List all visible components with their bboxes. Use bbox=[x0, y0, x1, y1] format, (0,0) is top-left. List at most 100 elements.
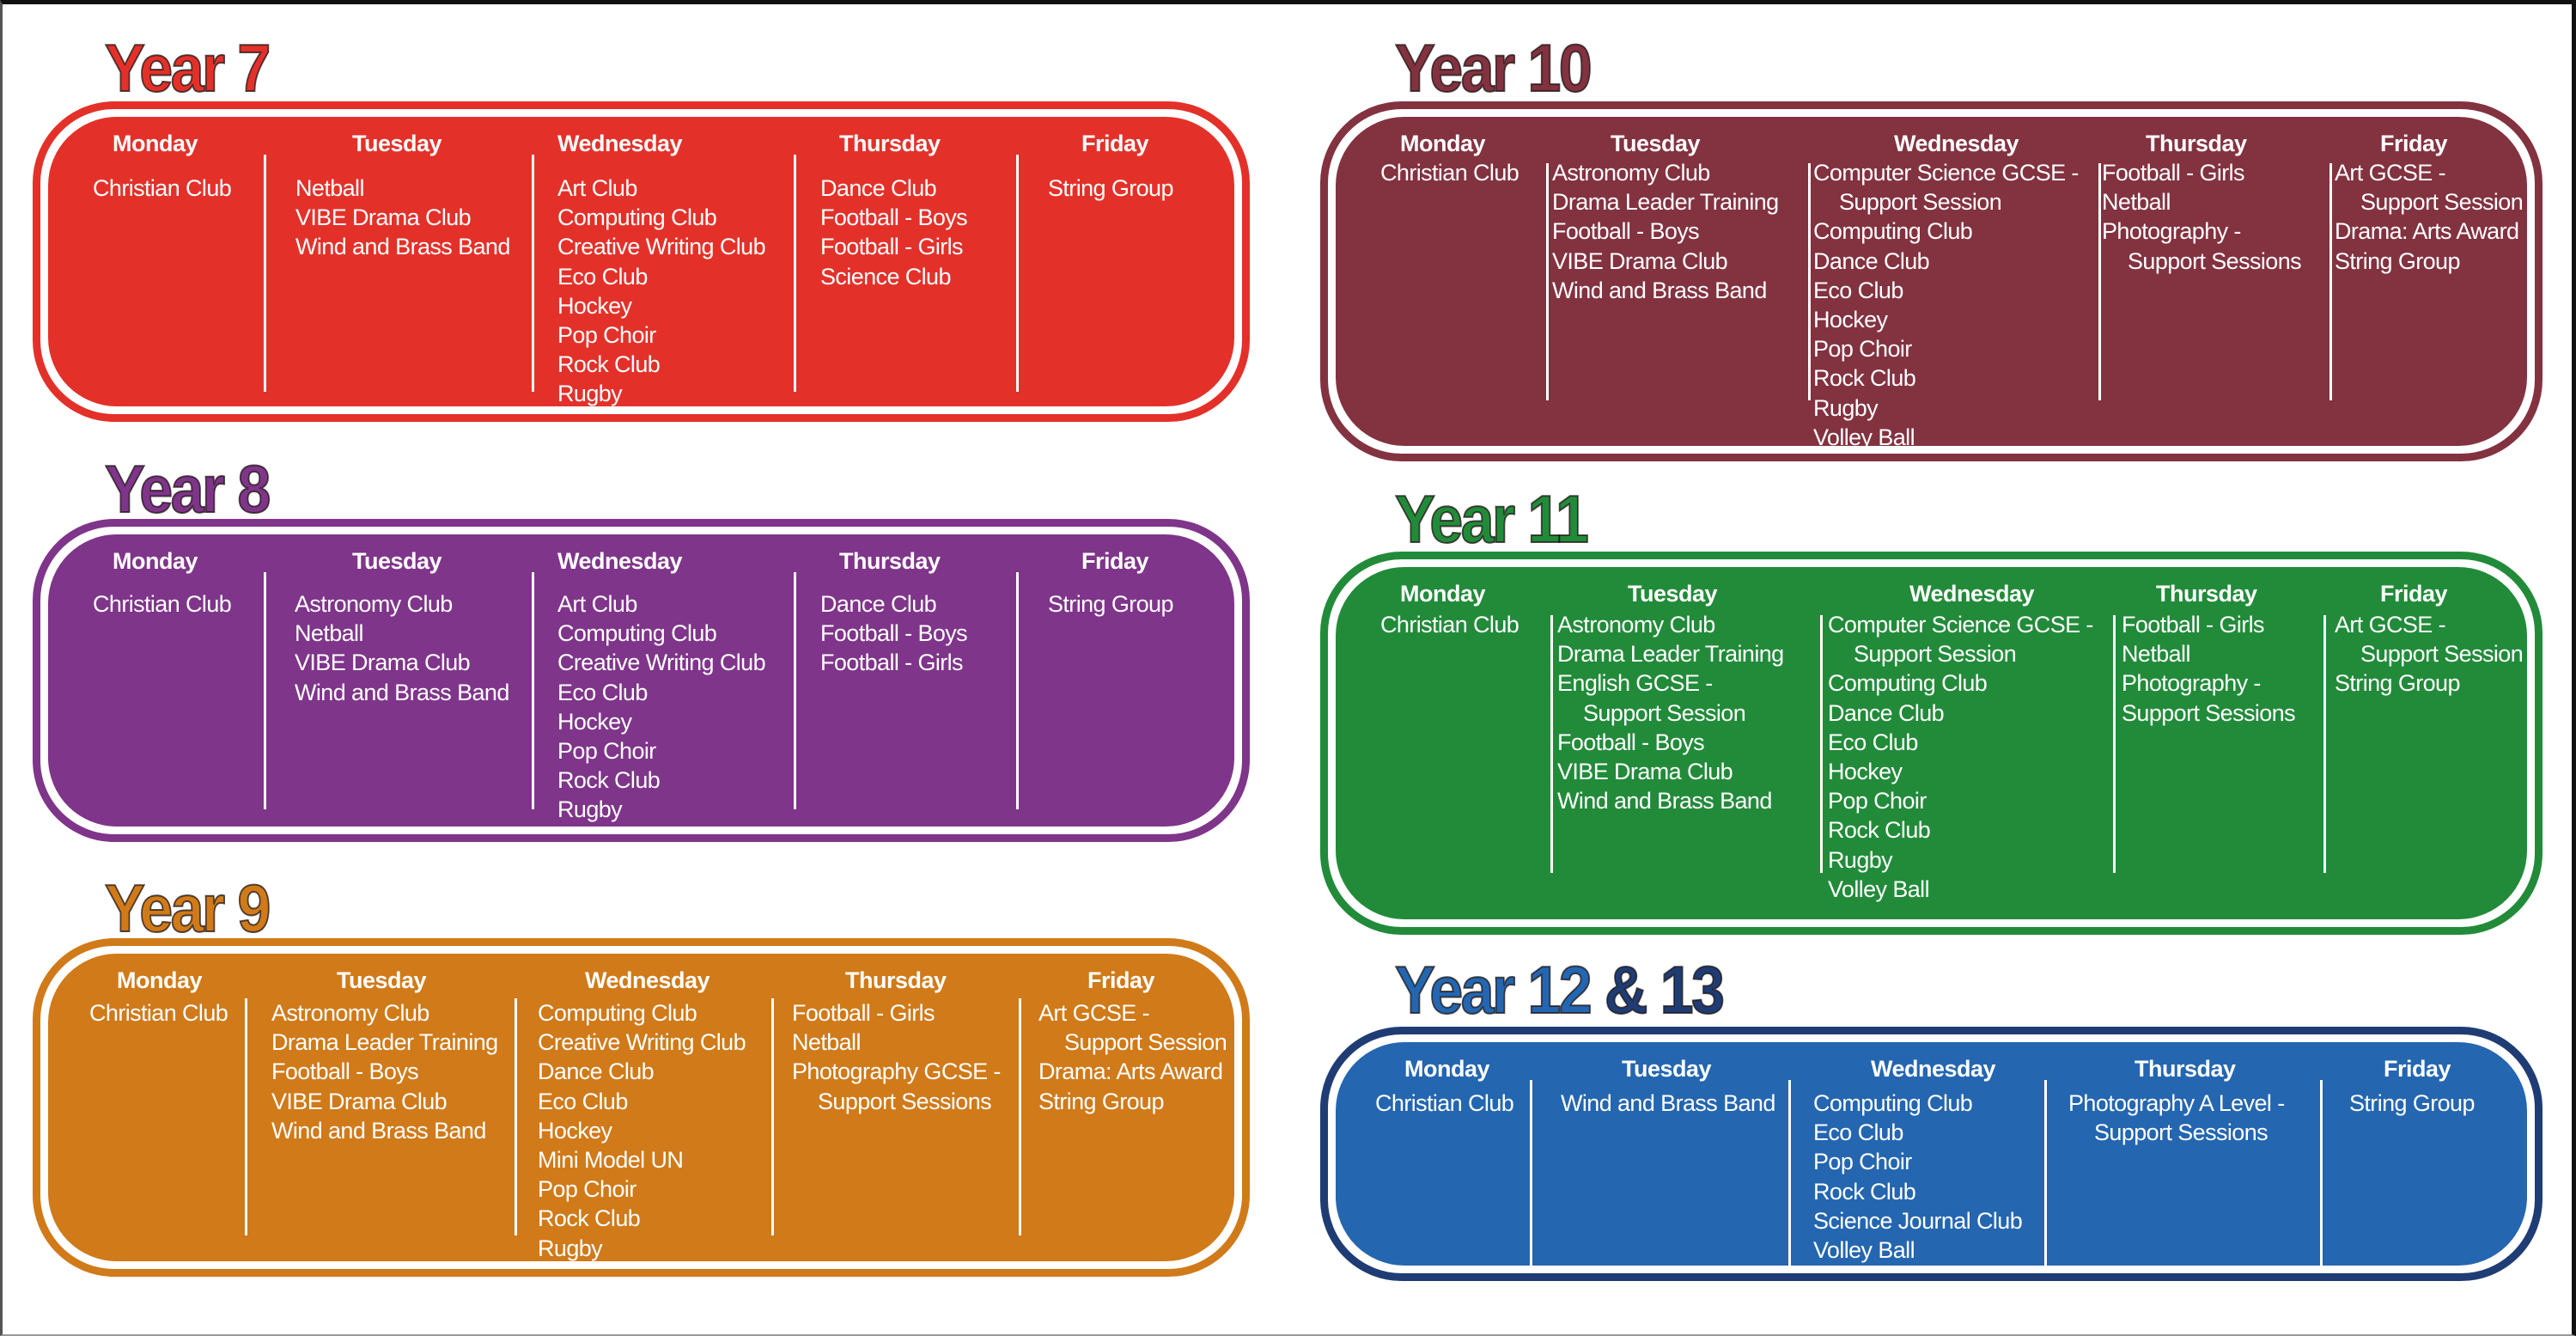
column-divider bbox=[1016, 155, 1019, 392]
year-7-thursday-header: Thursday bbox=[839, 131, 941, 156]
activity-item: VIBE Drama Club bbox=[1557, 759, 1733, 785]
activity-item: String Group bbox=[2349, 1090, 2475, 1116]
activity-item: Mini Model UN bbox=[538, 1147, 684, 1174]
year-7-tuesday-header: Tuesday bbox=[352, 131, 442, 156]
activity-item: Hockey bbox=[1828, 759, 1903, 785]
activity-item: Christian Club bbox=[89, 1000, 228, 1026]
year-12-13-timetable: Monday Christian Club Tuesday Wind and B… bbox=[1320, 1027, 2543, 1281]
year-10-timetable: Monday Christian Club Tuesday Astronomy … bbox=[1320, 101, 2543, 461]
year-9-monday-list: Christian Club bbox=[89, 998, 228, 1028]
year-7-thursday-list: Dance Club Football - Boys Football - Gi… bbox=[820, 174, 968, 291]
year-11-tuesday-list: Astronomy Club Drama Leader Training Eng… bbox=[1557, 610, 1784, 815]
activity-item: Support Session bbox=[2360, 641, 2524, 668]
activity-item: Support Session bbox=[1064, 1029, 1227, 1056]
year-11-wednesday-list: Computer Science GCSE - Support Session … bbox=[1828, 610, 2093, 904]
activity-item: Creative Writing Club bbox=[557, 650, 766, 676]
year-8-thursday-header: Thursday bbox=[839, 548, 941, 574]
activity-item: Netball bbox=[792, 1029, 861, 1056]
activity-item: Drama: Arts Award bbox=[1038, 1058, 1223, 1085]
activity-item: Hockey bbox=[1813, 307, 1888, 333]
year-7-friday-list: String Group bbox=[1048, 174, 1173, 203]
column-divider bbox=[264, 155, 266, 392]
year-13-title-part: & 13 bbox=[1604, 952, 1726, 1028]
column-divider bbox=[1530, 1080, 1532, 1269]
column-divider bbox=[264, 572, 266, 809]
activity-item: Wind and Brass Band bbox=[295, 234, 510, 260]
activity-item: Science Club bbox=[820, 263, 951, 290]
activity-item: Football - Boys bbox=[271, 1058, 419, 1085]
year-10-wednesday-header: Wednesday bbox=[1894, 131, 2019, 156]
year-10-title: Year 10 bbox=[1394, 30, 1593, 106]
column-divider bbox=[2113, 615, 2116, 873]
activity-item: Volley Ball bbox=[1828, 875, 1930, 902]
activity-item: Creative Writing Club bbox=[557, 234, 766, 260]
activity-item: Rock Club bbox=[1813, 1178, 1916, 1205]
year-11-tuesday-header: Tuesday bbox=[1628, 581, 1718, 607]
activity-item: Computing Club bbox=[557, 204, 717, 231]
activity-item: Eco Club bbox=[557, 679, 648, 705]
activity-item: Rugby bbox=[557, 381, 623, 407]
column-divider bbox=[1019, 998, 1021, 1235]
year-12-13-title: Year 12 & 13 bbox=[1394, 955, 1726, 1024]
year-7-title: Year 7 bbox=[104, 30, 271, 106]
year-12-monday-list: Christian Club bbox=[1375, 1089, 1514, 1118]
activity-item: Astronomy Club bbox=[1557, 612, 1715, 637]
activity-item: Pop Choir bbox=[1813, 336, 1912, 363]
column-divider bbox=[245, 998, 247, 1235]
column-divider bbox=[1820, 615, 1823, 873]
year-8-title: Year 8 bbox=[104, 451, 271, 527]
activity-item: Computing Club bbox=[1828, 670, 1988, 697]
activity-item: Support Sessions bbox=[818, 1088, 992, 1114]
year-11-thursday-header: Thursday bbox=[2156, 581, 2257, 607]
year-10-thursday-list: Football - Girls Netball Photography - S… bbox=[2102, 158, 2302, 276]
year-7-timetable: Monday Christian Club Tuesday Netball VI… bbox=[33, 101, 1250, 422]
activity-item: Computer Science GCSE - bbox=[1813, 160, 2079, 186]
activity-item: Support Session bbox=[2360, 189, 2524, 216]
year-9-thursday-list: Football - Girls Netball Photography GCS… bbox=[792, 998, 1001, 1116]
activity-item: Rock Club bbox=[538, 1205, 641, 1232]
activity-item: Art GCSE - bbox=[1038, 1000, 1150, 1026]
activity-item: Hockey bbox=[557, 708, 632, 735]
activity-item: String Group bbox=[1038, 1088, 1164, 1114]
activity-item: Support Sessions bbox=[2122, 699, 2296, 726]
activity-item: Computing Club bbox=[1813, 218, 1973, 245]
year-9-wednesday-list: Computing Club Creative Writing Club Dan… bbox=[538, 998, 746, 1263]
year-8-friday-list: String Group bbox=[1048, 589, 1173, 619]
column-divider bbox=[2329, 163, 2332, 400]
year-10-tuesday-list: Astronomy Club Drama Leader Training Foo… bbox=[1552, 158, 1779, 305]
activity-item: Pop Choir bbox=[1813, 1149, 1912, 1175]
activity-item: Pop Choir bbox=[557, 738, 656, 765]
year-10-monday-header: Monday bbox=[1400, 131, 1486, 156]
activity-item: Rugby bbox=[1813, 394, 1879, 421]
activity-item: Football - Boys bbox=[820, 204, 968, 231]
activity-item: Wind and Brass Band bbox=[1561, 1090, 1775, 1116]
year-12-tuesday-list: Wind and Brass Band bbox=[1561, 1089, 1775, 1118]
activity-item: Pop Choir bbox=[1828, 788, 1927, 814]
column-divider bbox=[2044, 1080, 2047, 1269]
activity-item: Dance Club bbox=[820, 591, 937, 617]
activity-item: Netball bbox=[295, 175, 364, 201]
year-8-monday-header: Monday bbox=[113, 548, 198, 574]
activity-item: Volley Ball bbox=[1813, 1237, 1915, 1264]
column-divider bbox=[771, 998, 774, 1235]
year-8-tuesday-list: Astronomy Club Netball VIBE Drama Club W… bbox=[295, 589, 509, 707]
activity-item: Art GCSE - bbox=[2335, 160, 2446, 186]
year-10-tuesday-header: Tuesday bbox=[1611, 131, 1701, 156]
activity-item: Eco Club bbox=[1828, 729, 1918, 755]
activity-item: Astronomy Club bbox=[295, 591, 453, 617]
year-12-thursday-header: Thursday bbox=[2134, 1056, 2236, 1082]
activity-item: Christian Club bbox=[93, 175, 232, 201]
activity-item: Christian Club bbox=[1375, 1090, 1514, 1116]
activity-item: Drama Leader Training bbox=[1552, 189, 1779, 216]
activity-item: Volley Ball bbox=[1813, 424, 1915, 450]
activity-item: Netball bbox=[295, 620, 363, 647]
activity-item: Astronomy Club bbox=[1552, 160, 1710, 186]
activity-item: Computer Science GCSE - bbox=[1828, 612, 2093, 637]
activity-item: Eco Club bbox=[1813, 277, 1903, 303]
activity-item: Dance Club bbox=[820, 175, 937, 201]
year-10-thursday-header: Thursday bbox=[2146, 131, 2247, 156]
activity-item: Creative Writing Club bbox=[538, 1029, 746, 1056]
year-11-monday-list: Christian Club bbox=[1380, 610, 1519, 639]
activity-item: Wind and Brass Band bbox=[271, 1117, 486, 1144]
year-7-friday-header: Friday bbox=[1081, 131, 1149, 156]
